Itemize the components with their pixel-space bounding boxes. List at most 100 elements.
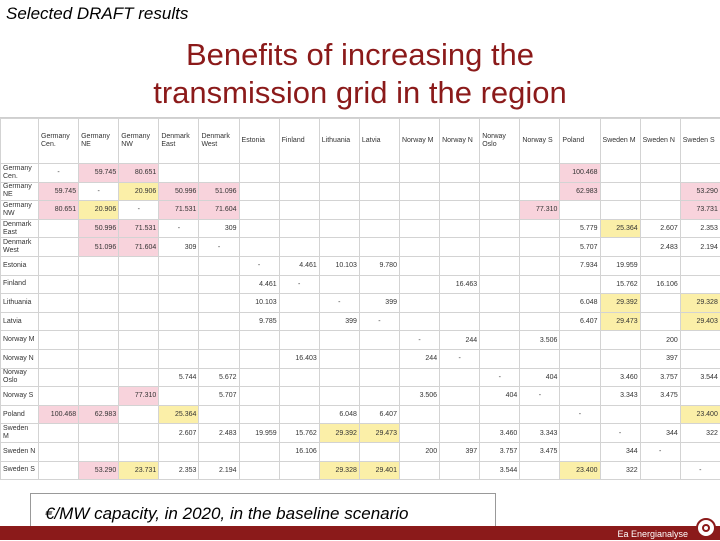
- slide-title: Benefits of increasing the transmission …: [0, 36, 720, 112]
- row-header: Germany Cen.: [1, 164, 39, 183]
- matrix-cell: 16.106: [279, 442, 319, 461]
- matrix-cell: [399, 201, 439, 220]
- matrix-cell: 16.463: [440, 275, 480, 294]
- matrix-cell: [159, 442, 199, 461]
- matrix-cell: 3.475: [520, 442, 560, 461]
- matrix-cell: [600, 349, 640, 368]
- matrix-cell: [440, 219, 480, 238]
- matrix-cell: [159, 256, 199, 275]
- row-header: Germany NW: [1, 201, 39, 220]
- matrix-cell: [640, 201, 680, 220]
- matrix-cell: [319, 238, 359, 257]
- matrix-cell: 29.473: [600, 312, 640, 331]
- matrix-cell: [399, 424, 439, 443]
- caption-text: €/MW capacity, in 2020, in the baseline …: [45, 504, 409, 524]
- matrix-cell: 59.745: [39, 182, 79, 201]
- matrix-cell: 3.460: [600, 368, 640, 387]
- matrix-cell: [319, 368, 359, 387]
- matrix-cell: [640, 405, 680, 424]
- matrix-cell: [480, 294, 520, 313]
- column-header: Sweden S: [680, 119, 720, 164]
- matrix-cell: 404: [520, 368, 560, 387]
- column-header: Norway N: [440, 119, 480, 164]
- matrix-cell: 10.103: [319, 256, 359, 275]
- matrix-cell: 244: [399, 349, 439, 368]
- matrix-cell: [520, 275, 560, 294]
- matrix-cell: -: [440, 349, 480, 368]
- matrix-cell: [680, 256, 720, 275]
- matrix-cell: 71.531: [119, 219, 159, 238]
- matrix-cell: [39, 461, 79, 480]
- matrix-cell: 77.310: [119, 387, 159, 406]
- matrix-cell: [520, 256, 560, 275]
- matrix-cell: [399, 182, 439, 201]
- matrix-cell: [239, 461, 279, 480]
- matrix-cell: [440, 182, 480, 201]
- matrix-cell: 23.400: [680, 405, 720, 424]
- matrix-cell: [239, 201, 279, 220]
- matrix-cell: [119, 331, 159, 350]
- matrix-cell: [359, 275, 399, 294]
- matrix-cell: [560, 349, 600, 368]
- matrix-cell: 53.290: [680, 182, 720, 201]
- matrix-cell: [319, 331, 359, 350]
- matrix-cell: [560, 201, 600, 220]
- matrix-cell: [680, 442, 720, 461]
- matrix-cell: [399, 164, 439, 183]
- column-header: Germany NE: [79, 119, 119, 164]
- matrix-cell: 50.996: [79, 219, 119, 238]
- matrix-cell: [399, 368, 439, 387]
- matrix-cell: [440, 405, 480, 424]
- matrix-cell: 20.906: [119, 182, 159, 201]
- matrix-cell: [39, 331, 79, 350]
- matrix-cell: [640, 256, 680, 275]
- matrix-cell: -: [199, 238, 239, 257]
- column-header: Poland: [560, 119, 600, 164]
- draft-tag: Selected DRAFT results: [6, 4, 188, 24]
- matrix-cell: 4.461: [279, 256, 319, 275]
- matrix-cell: [520, 164, 560, 183]
- matrix-cell: -: [520, 387, 560, 406]
- matrix-cell: [480, 405, 520, 424]
- row-header: Norway M: [1, 331, 39, 350]
- matrix-cell: [279, 164, 319, 183]
- matrix-cell: [399, 219, 439, 238]
- column-header: Norway Oslo: [480, 119, 520, 164]
- column-header: Finland: [279, 119, 319, 164]
- matrix-cell: 2.194: [680, 238, 720, 257]
- matrix-cell: [239, 238, 279, 257]
- matrix-cell: 73.731: [680, 201, 720, 220]
- matrix-cell: -: [119, 201, 159, 220]
- matrix-cell: [600, 238, 640, 257]
- matrix-cell: [39, 275, 79, 294]
- matrix-cell: 3.506: [520, 331, 560, 350]
- matrix-cell: [79, 424, 119, 443]
- matrix-cell: [79, 349, 119, 368]
- matrix-cell: 29.473: [359, 424, 399, 443]
- benefit-matrix: Germany Cen. Germany NE Germany NW Denmark …: [0, 117, 720, 541]
- matrix-cell: [319, 201, 359, 220]
- matrix-cell: 6.048: [319, 405, 359, 424]
- matrix-cell: [199, 442, 239, 461]
- matrix-cell: [440, 424, 480, 443]
- row-header: Latvia: [1, 312, 39, 331]
- matrix-cell: 6.048: [560, 294, 600, 313]
- matrix-cell: 16.106: [640, 275, 680, 294]
- matrix-cell: -: [279, 275, 319, 294]
- matrix-cell: [159, 275, 199, 294]
- matrix-cell: 71.531: [159, 201, 199, 220]
- matrix-cell: [199, 164, 239, 183]
- matrix-cell: [239, 405, 279, 424]
- matrix-cell: 2.483: [199, 424, 239, 443]
- matrix-cell: 2.607: [640, 219, 680, 238]
- matrix-cell: [600, 164, 640, 183]
- matrix-cell: -: [399, 331, 439, 350]
- matrix-cell: [39, 256, 79, 275]
- matrix-cell: [79, 312, 119, 331]
- matrix-cell: 4.461: [239, 275, 279, 294]
